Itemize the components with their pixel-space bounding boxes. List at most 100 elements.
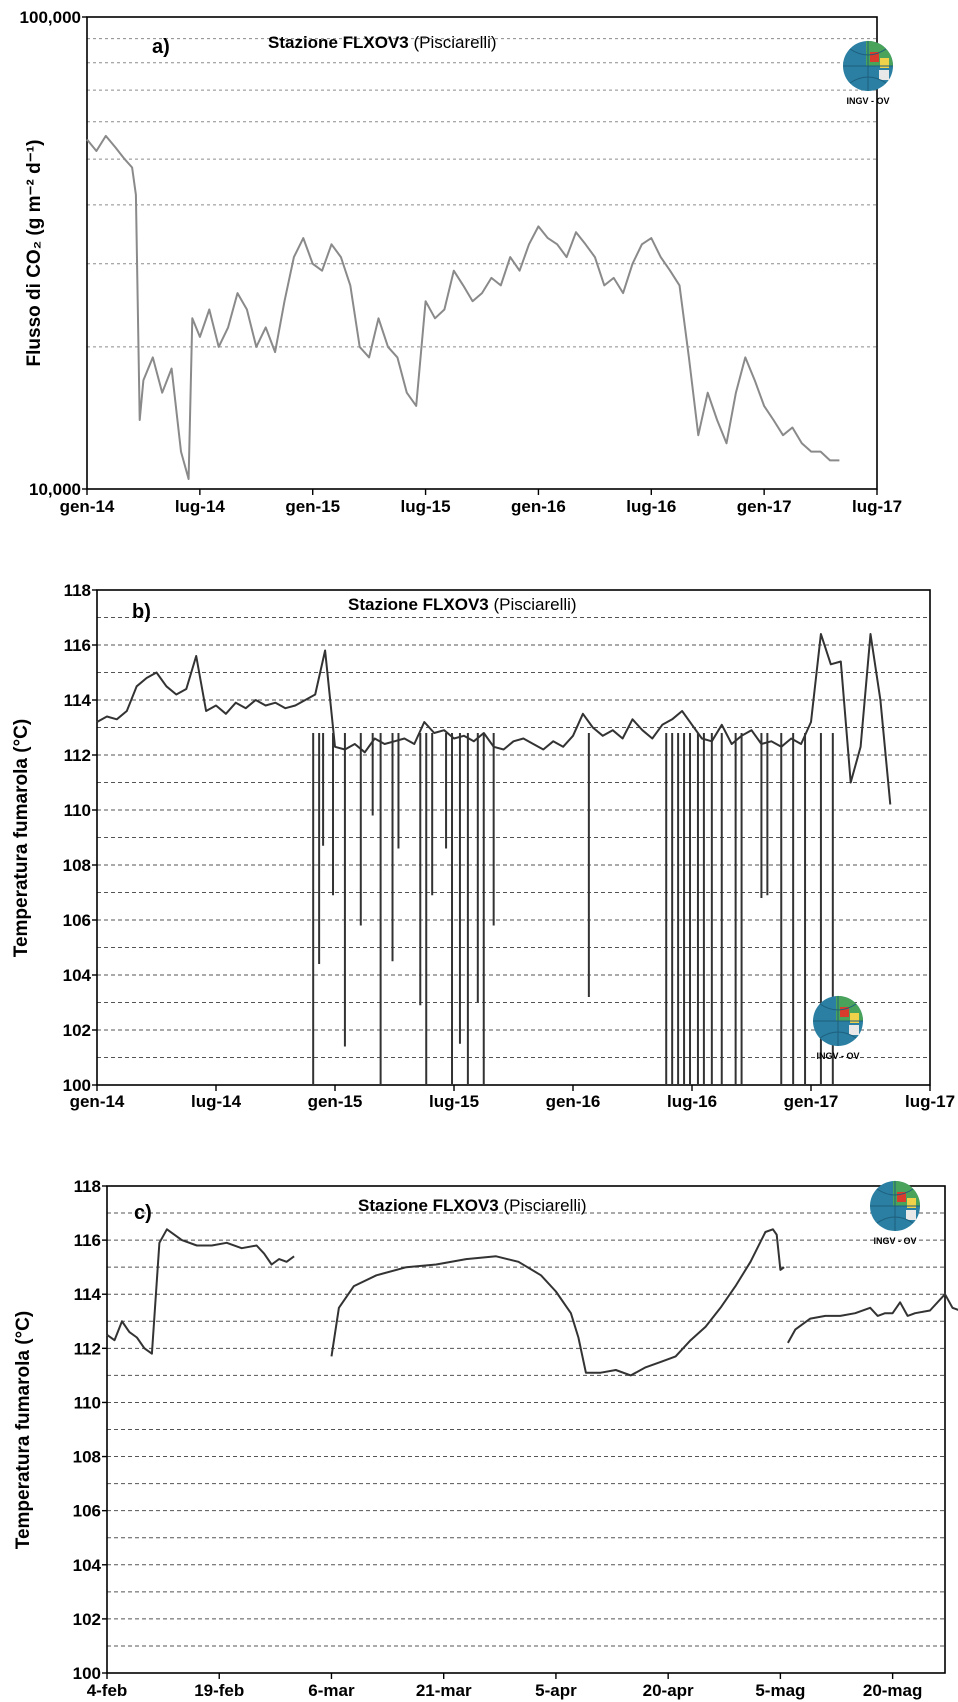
y-tick-label: 100 <box>73 1664 101 1683</box>
x-tick-label: gen-14 <box>60 497 115 516</box>
chart-a-title-bold: Stazione FLXOV3 <box>268 33 409 52</box>
y-tick-label: 118 <box>64 581 91 600</box>
chart-a-y-axis-label: Flusso di CO₂ (g m⁻² d⁻¹) <box>24 140 45 367</box>
chart-c-y-ticks: 100 102 104 106 108 110 112 114 116 118 <box>73 1177 107 1683</box>
x-tick-label: lug-17 <box>852 497 902 516</box>
chart-c-title-bold: Stazione FLXOV3 <box>358 1196 499 1215</box>
chart-b-y-ticks: 100 102 104 106 108 110 112 114 116 118 <box>63 581 97 1095</box>
globe-yellow-block-icon <box>850 1013 859 1023</box>
chart-b-series <box>96 633 892 1085</box>
y-tick-label: 116 <box>74 1231 101 1250</box>
chart-a-x-ticks: gen-14 lug-14 gen-15 lug-15 gen-16 lug-16 gen-… <box>60 489 902 516</box>
chart-c-series <box>106 1228 958 1377</box>
x-tick-label: 19-feb <box>194 1681 244 1700</box>
x-tick-label: lug-14 <box>191 1092 242 1111</box>
y-tick-label: 118 <box>74 1177 101 1196</box>
x-tick-label: 5-mag <box>755 1681 805 1700</box>
series-line-1 <box>86 134 840 480</box>
series-line-2 <box>330 1228 785 1377</box>
chart-b-x-ticks: gen-14 lug-14 gen-15 lug-15 gen-16 lug-16 gen-… <box>70 1085 955 1111</box>
y-tick-label: 110 <box>64 801 91 820</box>
globe-red-block-icon <box>840 1007 849 1017</box>
y-tick-label: 108 <box>63 856 91 875</box>
chart-b-title: Stazione FLXOV3 (Pisciarelli) <box>348 595 577 614</box>
chart-a-plot-frame <box>86 16 878 490</box>
chart-a-y-ticks: 10,000 100,000 <box>20 8 87 499</box>
y-tick-label: 106 <box>73 1502 101 1521</box>
globe-grid-icon <box>870 1181 920 1231</box>
chart-c-y-axis-label: Temperatura fumarola (°C) <box>13 1311 34 1549</box>
chart-a-ingv-logo: INGV - OV <box>843 40 894 106</box>
globe-red-block-icon <box>870 52 879 62</box>
x-tick-label: gen-16 <box>546 1092 601 1111</box>
chart-b: 100 102 104 106 108 110 112 114 116 118 gen-14 lug… <box>11 581 955 1111</box>
x-tick-label: 5-apr <box>535 1681 577 1700</box>
y-tick-label: 100 <box>63 1076 91 1095</box>
x-tick-label: 21-mar <box>416 1681 472 1700</box>
x-tick-label: 20-apr <box>643 1681 694 1700</box>
y-tick-label: 10,000 <box>29 480 81 499</box>
y-tick-label: 112 <box>64 746 91 765</box>
logo-caption: INGV - OV <box>873 1236 916 1246</box>
series-line-1 <box>106 1228 295 1355</box>
y-tick-label: 112 <box>74 1339 101 1358</box>
globe-white-block-icon <box>906 1210 916 1220</box>
chart-b-panel-label: b) <box>132 601 151 623</box>
chart-b-title-bold: Stazione FLXOV3 <box>348 595 489 614</box>
logo-caption: INGV - OV <box>846 96 889 106</box>
chart-b-plot-frame <box>96 589 931 1086</box>
y-tick-label: 108 <box>73 1448 101 1467</box>
y-tick-label: 102 <box>73 1610 101 1629</box>
y-tick-label: 100,000 <box>20 8 81 27</box>
globe-white-block-icon <box>879 70 889 80</box>
x-tick-label: gen-15 <box>308 1092 363 1111</box>
globe-white-block-icon <box>849 1025 859 1035</box>
globe-yellow-block-icon <box>880 58 889 68</box>
chart-c-x-ticks: 4-feb 19-feb 6-mar 21-mar 5-apr 20-apr 5-mag 20… <box>87 1673 923 1700</box>
y-tick-label: 104 <box>63 966 92 985</box>
logo-caption: INGV - OV <box>816 1051 859 1061</box>
chart-c-title: Stazione FLXOV3 (Pisciarelli) <box>358 1196 587 1215</box>
x-tick-label: lug-16 <box>626 497 676 516</box>
chart-a-title-normal: (Pisciarelli) <box>409 33 497 52</box>
x-tick-label: lug-16 <box>667 1092 717 1111</box>
x-tick-label: gen-17 <box>737 497 792 516</box>
chart-c: 100 102 104 106 108 110 112 114 116 118 4-feb 19-f… <box>13 1177 958 1700</box>
x-tick-label: 20-mag <box>863 1681 923 1700</box>
y-tick-label: 114 <box>74 1285 102 1304</box>
globe-red-block-icon <box>897 1192 906 1202</box>
globe-grid-icon <box>813 996 863 1046</box>
y-tick-label: 102 <box>63 1021 91 1040</box>
chart-c-title-normal: (Pisciarelli) <box>499 1196 587 1215</box>
x-tick-label: lug-15 <box>401 497 451 516</box>
chart-b-title-normal: (Pisciarelli) <box>489 595 577 614</box>
chart-a-series <box>86 134 840 480</box>
chart-b-gridlines <box>97 617 930 1058</box>
x-tick-label: lug-14 <box>175 497 226 516</box>
chart-c-panel-label: c) <box>134 1202 152 1224</box>
globe-yellow-block-icon <box>907 1198 916 1208</box>
series-line-3 <box>787 1293 958 1344</box>
chart-a-panel-label: a) <box>152 36 170 58</box>
chart-b-ingv-logo: INGV - OV <box>813 995 864 1061</box>
y-tick-label: 114 <box>64 691 92 710</box>
x-tick-label: 4-feb <box>87 1681 128 1700</box>
x-tick-label: lug-15 <box>429 1092 479 1111</box>
x-tick-label: gen-15 <box>285 497 340 516</box>
x-tick-label: 6-mar <box>308 1681 355 1700</box>
x-tick-label: gen-16 <box>511 497 566 516</box>
y-tick-label: 116 <box>64 636 91 655</box>
chart-b-y-axis-label: Temperatura fumarola (°C) <box>11 719 32 957</box>
chart-a-title: Stazione FLXOV3 (Pisciarelli) <box>268 33 497 52</box>
x-tick-label: gen-17 <box>784 1092 839 1111</box>
y-tick-label: 106 <box>63 911 91 930</box>
chart-c-ingv-logo: INGV - OV <box>870 1180 921 1246</box>
globe-grid-icon <box>843 41 893 91</box>
x-tick-label: gen-14 <box>70 1092 125 1111</box>
x-tick-label: lug-17 <box>905 1092 955 1111</box>
chart-c-plot-frame <box>106 1185 946 1674</box>
y-tick-label: 104 <box>73 1556 102 1575</box>
